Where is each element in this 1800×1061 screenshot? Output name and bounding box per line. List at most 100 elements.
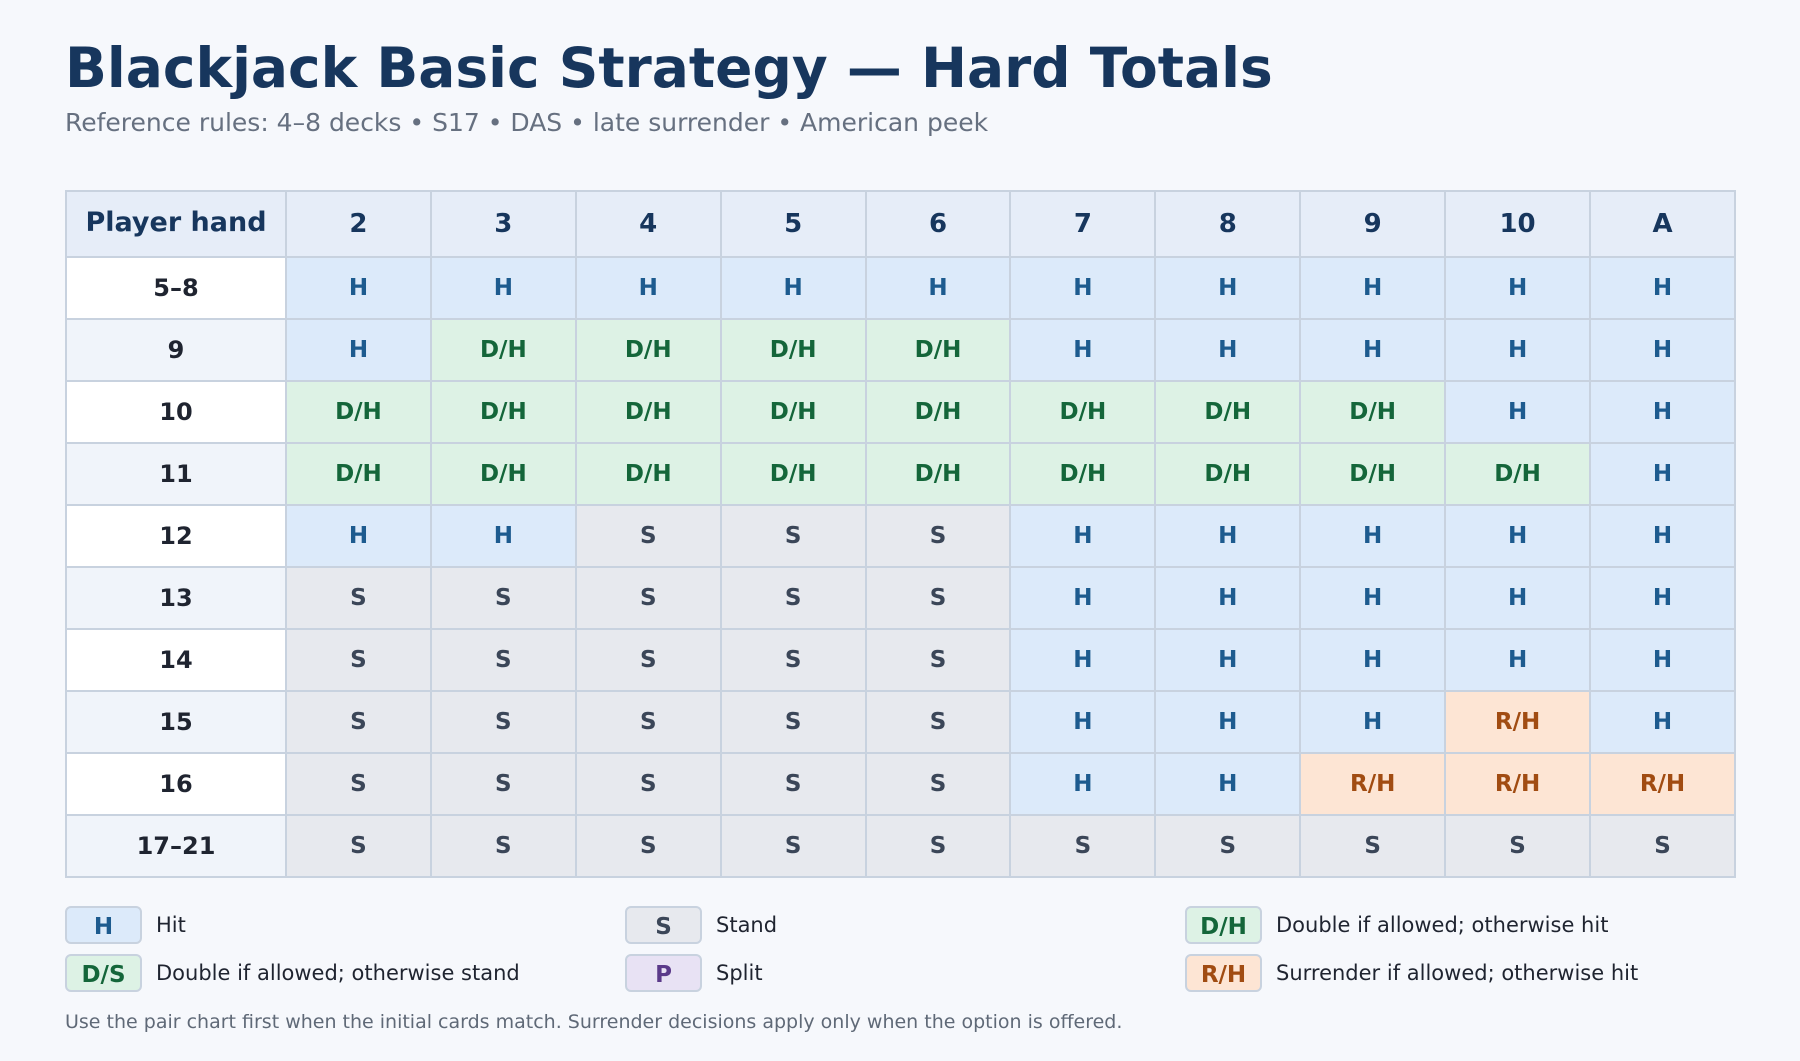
page-title: Blackjack Basic Strategy — Hard Totals (65, 36, 1273, 100)
action-cell: H (1154, 256, 1302, 320)
action-cell: R/H (1444, 690, 1592, 754)
action-cell: S (285, 566, 432, 630)
action-cell: S (429, 752, 577, 816)
action-cell: H (1299, 628, 1447, 692)
action-cell: R/H (1299, 752, 1447, 816)
dealer-column-header: A (1589, 190, 1736, 258)
legend-label: Surrender if allowed; otherwise hit (1276, 961, 1639, 985)
legend-item: D/S Double if allowed; otherwise stand (65, 954, 520, 992)
legend-item: S Stand (625, 906, 777, 944)
footnote: Use the pair chart first when the initia… (65, 1011, 1123, 1033)
action-cell: D/H (864, 318, 1012, 382)
action-cell: H (1299, 566, 1447, 630)
action-cell: S (429, 628, 577, 692)
table-header-row: Player hand 2 3 4 5 6 7 8 9 10 A (65, 190, 1736, 258)
table-row: 10 D/H D/H D/H D/H D/H D/H D/H D/H H H (65, 380, 1736, 444)
legend-chip: S (625, 906, 702, 944)
player-hand-label: 12 (65, 504, 287, 568)
legend-chip: D/H (1185, 906, 1262, 944)
legend-item: R/H Surrender if allowed; otherwise hit (1185, 954, 1638, 992)
legend-chip: D/S (65, 954, 142, 992)
dealer-column-header: 5 (719, 190, 867, 258)
legend-item: D/H Double if allowed; otherwise hit (1185, 906, 1608, 944)
action-cell: H (1009, 690, 1157, 754)
corner-header: Player hand (65, 190, 287, 258)
action-cell: S (1009, 814, 1157, 878)
legend-chip: P (625, 954, 702, 992)
player-hand-label: 13 (65, 566, 287, 630)
action-cell: D/H (429, 380, 577, 444)
action-cell: H (1589, 380, 1736, 444)
page-subtitle: Reference rules: 4–8 decks • S17 • DAS •… (65, 108, 989, 137)
action-cell: H (1154, 752, 1302, 816)
player-hand-label: 15 (65, 690, 287, 754)
action-cell: D/H (429, 318, 577, 382)
dealer-column-header: 8 (1154, 190, 1302, 258)
action-cell: S (574, 814, 722, 878)
action-cell: H (1589, 504, 1736, 568)
strategy-table: Player hand 2 3 4 5 6 7 8 9 10 A 5–8 H H H H H H H H H H 9 H D… (65, 190, 1736, 878)
action-cell: H (285, 318, 432, 382)
action-cell: D/H (1299, 380, 1447, 444)
action-cell: S (864, 504, 1012, 568)
legend-label: Double if allowed; otherwise hit (1276, 913, 1609, 937)
action-cell: S (719, 690, 867, 754)
legend: H Hit S Stand D/H Double if allowed; otherwis… (65, 906, 1745, 998)
legend-chip: H (65, 906, 142, 944)
action-cell: S (285, 814, 432, 878)
action-cell: S (719, 814, 867, 878)
action-cell: H (1589, 442, 1736, 506)
action-cell: R/H (1444, 752, 1592, 816)
action-cell: S (574, 752, 722, 816)
legend-label: Hit (156, 913, 186, 937)
player-hand-label: 10 (65, 380, 287, 444)
table-row: 14 S S S S S H H H H H (65, 628, 1736, 692)
dealer-column-header: 2 (285, 190, 432, 258)
player-hand-label: 11 (65, 442, 287, 506)
action-cell: S (864, 814, 1012, 878)
dealer-column-header: 3 (429, 190, 577, 258)
action-cell: S (1444, 814, 1592, 878)
action-cell: S (574, 566, 722, 630)
dealer-column-header: 6 (864, 190, 1012, 258)
action-cell: D/H (1154, 442, 1302, 506)
action-cell: H (1154, 504, 1302, 568)
action-cell: H (1299, 504, 1447, 568)
action-cell: S (719, 752, 867, 816)
action-cell: H (1444, 628, 1592, 692)
action-cell: S (1299, 814, 1447, 878)
action-cell: D/H (1009, 442, 1157, 506)
action-cell: D/H (719, 442, 867, 506)
action-cell: S (864, 628, 1012, 692)
action-cell: D/H (719, 318, 867, 382)
table-row: 17–21 S S S S S S S S S S (65, 814, 1736, 878)
action-cell: H (864, 256, 1012, 320)
player-hand-label: 9 (65, 318, 287, 382)
player-hand-label: 5–8 (65, 256, 287, 320)
legend-label: Stand (716, 913, 778, 937)
action-cell: H (1154, 318, 1302, 382)
action-cell: D/H (1444, 442, 1592, 506)
action-cell: S (574, 628, 722, 692)
action-cell: D/H (285, 442, 432, 506)
action-cell: D/H (864, 380, 1012, 444)
legend-label: Double if allowed; otherwise stand (156, 961, 520, 985)
action-cell: H (1444, 256, 1592, 320)
table-row: 9 H D/H D/H D/H D/H H H H H H (65, 318, 1736, 382)
action-cell: H (1154, 566, 1302, 630)
action-cell: H (1009, 318, 1157, 382)
dealer-column-header: 9 (1299, 190, 1447, 258)
action-cell: H (1444, 318, 1592, 382)
action-cell: H (1009, 566, 1157, 630)
action-cell: S (429, 566, 577, 630)
action-cell: S (574, 504, 722, 568)
action-cell: S (719, 504, 867, 568)
table-body: 5–8 H H H H H H H H H H 9 H D/H D/H D/H D/H H H H H H 10 D/H D/H… (65, 256, 1736, 878)
action-cell: H (1154, 690, 1302, 754)
action-cell: S (1589, 814, 1736, 878)
action-cell: H (1299, 690, 1447, 754)
action-cell: D/H (285, 380, 432, 444)
action-cell: S (574, 690, 722, 754)
action-cell: H (574, 256, 722, 320)
